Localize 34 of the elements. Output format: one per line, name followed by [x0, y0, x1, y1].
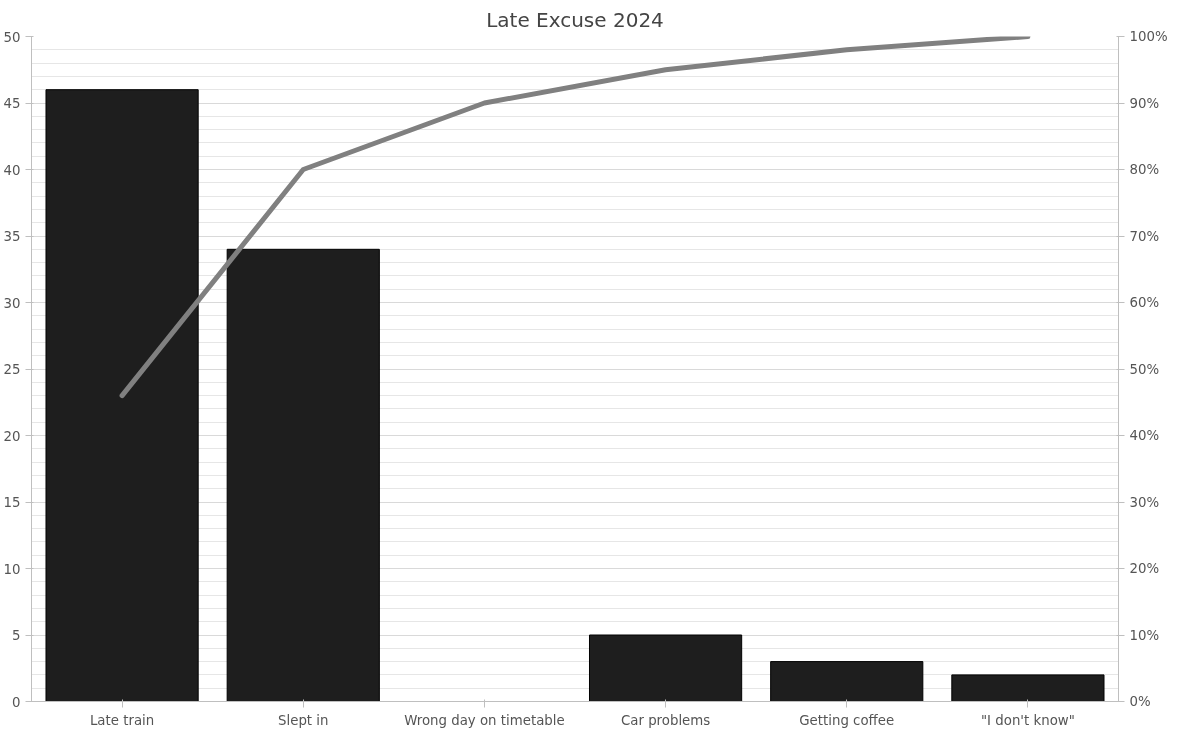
- bar: [226, 248, 380, 702]
- y2-tick-label: 0%: [1129, 694, 1151, 709]
- y-tick-label: 20: [3, 428, 21, 444]
- y-tick-label: 40: [3, 162, 21, 178]
- y2-tick-label: 100%: [1129, 29, 1168, 44]
- y2-tick-label: 30%: [1129, 494, 1160, 510]
- y-tick-label: 0: [12, 694, 21, 710]
- bar: [588, 634, 743, 702]
- y-tick-label: 45: [3, 96, 21, 111]
- bar: [45, 89, 199, 702]
- x-tick-label: Slept in: [278, 712, 329, 728]
- x-tick-label: Late train: [89, 712, 155, 728]
- bar: [770, 661, 924, 702]
- bar: [951, 674, 1105, 702]
- x-tick-label: "I don't know": [981, 712, 1075, 728]
- y-tick-label: 15: [3, 495, 21, 510]
- y2-tick-label: 20%: [1129, 561, 1160, 576]
- y-tick-label: 5: [12, 628, 21, 643]
- y2-tick-label: 90%: [1129, 95, 1160, 111]
- x-tick-label: Getting coffee: [799, 712, 895, 728]
- y-tick-label: 50: [3, 29, 21, 45]
- y2-tick-label: 60%: [1129, 295, 1160, 310]
- y2-tick-label: 80%: [1129, 162, 1160, 177]
- x-tick-label: Wrong day on timetable: [404, 712, 565, 728]
- y2-tick-label: 10%: [1129, 627, 1160, 643]
- y2-tick-label: 50%: [1129, 361, 1160, 377]
- y2-tick-label: 70%: [1129, 228, 1160, 244]
- x-tick-label: Car problems: [620, 712, 711, 728]
- y2-tick-label: 40%: [1129, 428, 1160, 443]
- y-tick-label: 35: [3, 229, 21, 244]
- y-tick-label: 25: [3, 362, 21, 377]
- chart-title: Late Excuse 2024: [486, 7, 664, 32]
- y-tick-label: 10: [3, 561, 21, 577]
- y-tick-label: 30: [3, 295, 21, 311]
